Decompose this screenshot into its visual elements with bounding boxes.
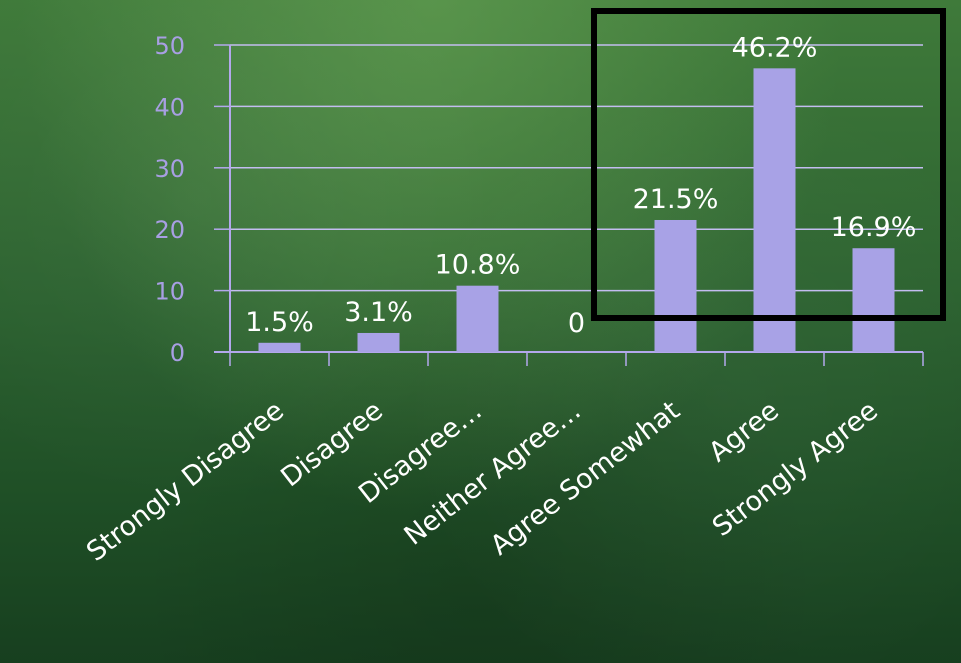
data-label-4: 21.5% <box>633 184 719 215</box>
data-label-1: 3.1% <box>344 297 413 328</box>
bar-2 <box>456 285 499 352</box>
highlight-box <box>591 8 946 321</box>
category-label-5: Agree <box>703 395 785 468</box>
y-tick-label-20: 20 <box>154 216 185 244</box>
bars <box>258 68 895 352</box>
bar-5 <box>753 68 796 352</box>
y-tick-label-0: 0 <box>170 339 185 367</box>
data-label-3: 0 <box>568 308 585 339</box>
y-tick-labels: 0 10 20 30 40 50 <box>154 32 185 367</box>
y-tick-label-40: 40 <box>154 93 185 121</box>
category-labels: Strongly DisagreeDisagreeDisagree…Neithe… <box>81 395 884 568</box>
data-label-2: 10.8% <box>435 250 521 281</box>
category-label-3: Neither Agree… <box>399 395 587 552</box>
bar-6 <box>852 248 895 352</box>
category-label-0: Strongly Disagree <box>81 395 290 568</box>
y-tick-label-30: 30 <box>154 155 185 183</box>
data-labels: 1.5% 3.1% 10.8% 0 21.5% 46.2% 16.9% <box>245 32 916 339</box>
bar-0 <box>258 342 301 352</box>
axes <box>214 44 924 366</box>
data-label-5: 46.2% <box>732 32 818 63</box>
data-label-6: 16.9% <box>831 212 917 243</box>
highlight-box-layer <box>591 8 946 321</box>
grid-lines <box>230 44 923 292</box>
y-tick-label-50: 50 <box>154 32 185 60</box>
category-label-6: Strongly Agree <box>707 395 884 543</box>
data-label-0: 1.5% <box>245 307 314 338</box>
bar-1 <box>357 332 400 352</box>
y-tick-label-10: 10 <box>154 278 185 306</box>
bar-4 <box>654 219 697 352</box>
